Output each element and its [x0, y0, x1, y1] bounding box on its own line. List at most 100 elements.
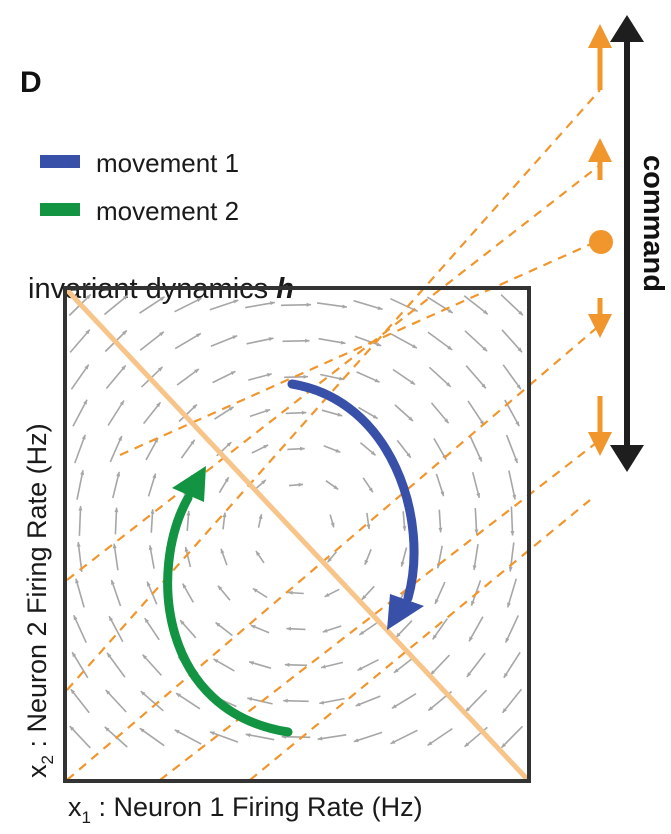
flow-field-arrow: [472, 543, 479, 571]
command-marker-down-2: [588, 396, 612, 456]
flow-field-arrow: [392, 368, 416, 386]
flow-field-arrow: [284, 662, 308, 667]
iso-command-lines: [66, 89, 601, 781]
legend: movement 1 movement 2: [40, 148, 239, 226]
flow-field-arrow: [209, 731, 239, 743]
flow-field-arrow: [142, 654, 162, 676]
flow-field-arrow: [282, 698, 309, 703]
flow-field-arrow: [108, 615, 124, 643]
flow-field-arrow: [510, 506, 515, 536]
flow-field-arrow: [463, 295, 489, 315]
flow-field-arrow: [107, 400, 125, 426]
flow-field-arrow: [112, 471, 121, 499]
flow-field-arrow: [217, 585, 231, 601]
flow-field-arrow: [353, 731, 383, 743]
state-space-frame: [63, 286, 531, 783]
flow-field-arrow: [287, 590, 304, 595]
flow-field-arrow: [323, 444, 341, 454]
flow-field-arrow: [288, 482, 304, 487]
flow-field-arrow: [400, 547, 408, 567]
flow-field-arrow: [287, 446, 306, 451]
flow-field-arrow: [147, 473, 157, 497]
flow-field-arrow: [432, 618, 448, 640]
flow-field-arrow: [105, 364, 127, 390]
flow-field-arrow: [317, 734, 347, 741]
flow-field-arrow: [438, 509, 443, 533]
flow-field-arrow: [245, 733, 275, 741]
flow-field-arrow: [318, 697, 345, 705]
flow-field-arrow: [286, 626, 306, 631]
flow-field-arrow: [426, 296, 454, 314]
flow-field-arrow: [364, 549, 372, 566]
flow-field-arrow: [184, 546, 192, 568]
flow-field-arrow: [175, 692, 201, 710]
legend-swatch-movement-2: [40, 203, 80, 216]
flow-field-arrow: [356, 371, 380, 383]
flow-field-arrow: [150, 508, 155, 533]
flow-field-arrow: [212, 370, 236, 384]
flow-field-arrow: [503, 651, 521, 679]
flow-field-arrow: [110, 579, 122, 607]
flow-field-arrow: [501, 688, 523, 714]
flow-field-arrow: [248, 661, 272, 669]
flow-field-arrow: [393, 656, 415, 674]
flow-field-arrow: [182, 583, 194, 603]
flow-field-arrow: [464, 330, 488, 352]
flow-field-arrow: [280, 302, 312, 307]
iso-command-dashed-line: [119, 238, 601, 457]
flow-field-arrow: [174, 297, 202, 313]
flow-field-arrow: [326, 551, 338, 563]
flow-field-arrow: [70, 364, 90, 390]
flow-field-arrow: [320, 373, 345, 381]
flow-field-arrow: [361, 585, 375, 601]
invariant-diagonal-line: [64, 287, 530, 782]
flow-field-arrow: [103, 294, 129, 316]
flow-field-arrow: [285, 410, 307, 415]
flow-field-arrow: [106, 652, 126, 678]
flow-field-arrow: [76, 541, 83, 572]
flow-field-arrow: [69, 725, 91, 749]
command-markers: [588, 24, 613, 456]
flow-field-arrow: [395, 620, 413, 638]
flow-field-arrow: [209, 299, 239, 311]
flow-field-arrow: [251, 444, 269, 454]
flow-field-arrow: [320, 661, 344, 669]
flow-field-arrow: [180, 439, 196, 459]
flow-field-arrow: [396, 439, 412, 459]
command-axis: command: [610, 15, 669, 472]
flow-field-arrow: [222, 512, 227, 530]
command-marker-up-1: [588, 138, 612, 180]
flow-field-arrow: [500, 294, 524, 316]
flow-field-arrow: [72, 399, 88, 427]
flow-field-arrow: [281, 734, 311, 739]
movement-2-trajectory: [163, 466, 293, 737]
flow-field-arrow: [73, 614, 87, 644]
flow-field-arrow: [246, 697, 273, 705]
legend-label-movement-1: movement 1: [96, 148, 239, 178]
flow-field-arrow: [218, 476, 230, 494]
flow-field-arrow: [329, 514, 335, 528]
flow-field-arrow: [467, 400, 485, 426]
flow-field-arrow: [469, 436, 483, 462]
flow-field-arrow: [429, 654, 451, 676]
flow-field-arrow: [179, 619, 197, 639]
flow-field-arrow: [325, 480, 339, 490]
flow-field-arrow: [69, 329, 91, 353]
flow-field-arrow: [501, 329, 523, 353]
flow-field-arrow: [140, 690, 164, 712]
flow-field-arrow: [390, 729, 418, 745]
flow-field-arrow: [174, 332, 202, 350]
flow-field-arrow: [359, 442, 377, 456]
flow-field-arrow: [504, 615, 520, 644]
legend-swatch-movement-1: [40, 155, 80, 168]
flow-field-arrow: [402, 511, 407, 532]
flow-field-arrow: [109, 435, 123, 463]
flow-field-arrow: [178, 403, 198, 423]
flow-field-arrow: [474, 508, 479, 535]
flow-field-arrow: [210, 334, 238, 348]
flow-field-arrow: [354, 335, 382, 347]
flow-field-arrow: [366, 512, 371, 530]
flow-field-arrow: [435, 473, 445, 497]
flow-field-arrow: [176, 368, 200, 386]
